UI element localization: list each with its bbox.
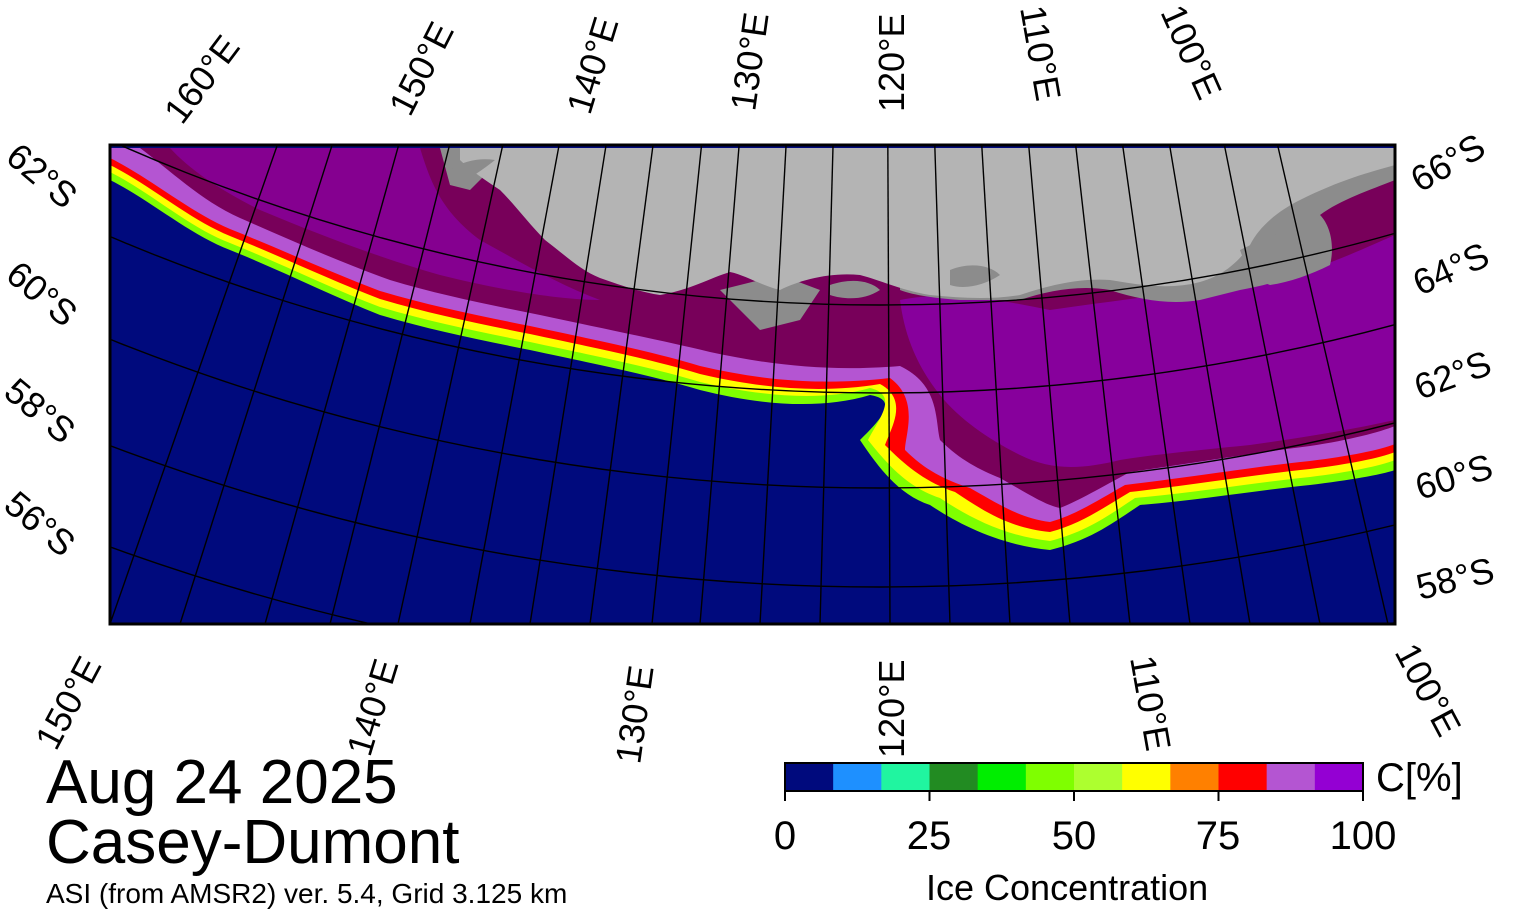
right-lat-label: 58°S xyxy=(1412,549,1498,608)
meridian-line xyxy=(529,145,607,624)
left-lat-label: 60°S xyxy=(0,253,85,335)
meridian-line xyxy=(887,145,891,624)
meridian-line xyxy=(589,145,654,624)
latitude-circle xyxy=(110,235,1395,394)
latitude-circle xyxy=(118,145,1395,306)
colorbar xyxy=(785,763,1364,791)
colorbar-segment xyxy=(1122,763,1171,791)
top-lon-label: 100°E xyxy=(1153,0,1231,105)
meridian-line xyxy=(1074,145,1131,624)
bottom-lon-label: 100°E xyxy=(1387,637,1469,743)
left-lat-label: 56°S xyxy=(0,483,83,565)
colorbar-segment xyxy=(1218,763,1268,791)
colorbar-segment xyxy=(881,763,930,791)
map-area xyxy=(110,145,1395,624)
colorbar-segment xyxy=(785,763,834,791)
top-lon-label: 130°E xyxy=(722,10,776,113)
top-lon-label: 160°E xyxy=(156,27,248,130)
meridian-line xyxy=(1168,145,1251,624)
meridian-line xyxy=(1276,145,1389,624)
bottom-lon-label: 150°E xyxy=(27,650,109,756)
map-date: Aug 24 2025 xyxy=(46,748,398,817)
colorbar-tick-label: 25 xyxy=(906,814,952,858)
meridian-line xyxy=(397,145,504,624)
top-longitude-labels: 160°E 150°E 140°E 130°E 120°E 110°E 100°… xyxy=(156,0,1231,131)
map-region: Casey-Dumont xyxy=(46,808,460,877)
meridian-line xyxy=(819,145,834,624)
latitude-circle xyxy=(110,444,1395,588)
right-lat-label: 62°S xyxy=(1409,342,1497,407)
colorbar-title: Ice Concentration xyxy=(926,867,1209,908)
meridian-line xyxy=(264,145,400,624)
colorbar-tick-label: 75 xyxy=(1195,814,1241,858)
meridian-line xyxy=(981,145,1011,624)
colorbar-segment xyxy=(833,763,882,791)
antarctica-land xyxy=(460,148,1395,299)
colorbar-tick-label: 0 xyxy=(773,814,797,858)
meridian-line xyxy=(699,145,740,624)
bottom-longitude-labels: 150°E 140°E 130°E 120°E 110°E 100°E xyxy=(27,637,1470,767)
bottom-lon-label: 120°E xyxy=(871,660,912,758)
top-lon-label: 150°E xyxy=(381,15,462,121)
colorbar-segment xyxy=(1170,763,1219,791)
colorbar-segment xyxy=(929,763,979,791)
graticule xyxy=(110,145,1395,624)
colorbar-segment xyxy=(1074,763,1123,791)
bottom-lon-label: 110°E xyxy=(1122,652,1179,753)
sea-ice-pack-east xyxy=(900,235,1395,467)
colorbar-segment xyxy=(1025,763,1075,791)
meridian-line xyxy=(110,145,279,624)
meridian-line xyxy=(1223,145,1321,624)
meridian-line xyxy=(329,145,451,624)
colorbar-tick-label: 50 xyxy=(1051,814,1097,858)
top-lon-label: 140°E xyxy=(558,12,626,118)
latitude-circle xyxy=(110,338,1395,489)
meridian-line xyxy=(1121,145,1191,624)
sea-ice-pack-west xyxy=(170,148,600,300)
bottom-lon-label: 140°E xyxy=(338,654,406,760)
bottom-lon-label: 130°E xyxy=(607,663,661,766)
meridian-line xyxy=(651,145,703,624)
top-lon-label: 110°E xyxy=(1012,2,1069,103)
left-lat-label: 58°S xyxy=(0,370,83,452)
colorbar-segment xyxy=(977,763,1027,791)
right-latitude-labels: 66°S 64°S 62°S 60°S 58°S xyxy=(1404,125,1499,608)
meridian-line xyxy=(934,145,951,624)
right-lat-label: 60°S xyxy=(1410,446,1497,508)
right-lat-label: 64°S xyxy=(1407,234,1495,303)
map-subtitle: ASI (from AMSR2) ver. 5.4, Grid 3.125 km xyxy=(46,878,568,909)
meridian-line xyxy=(1028,145,1071,624)
meridian-line xyxy=(759,145,787,624)
colorbar-tick-label: 100 xyxy=(1329,814,1397,858)
meridian-line xyxy=(179,145,333,624)
right-lat-label: 66°S xyxy=(1404,125,1492,200)
left-lat-label: 62°S xyxy=(0,135,85,217)
colorbar-unit: C[%] xyxy=(1376,756,1463,800)
meridian-line xyxy=(469,145,560,624)
colorbar-segment xyxy=(1314,763,1364,791)
map-frame xyxy=(108,143,1397,626)
colorbar-segment xyxy=(1266,763,1316,791)
left-latitude-labels: 62°S 60°S 58°S 56°S xyxy=(0,135,85,565)
top-lon-label: 120°E xyxy=(871,14,912,112)
colorbar-ticks xyxy=(784,791,1364,801)
